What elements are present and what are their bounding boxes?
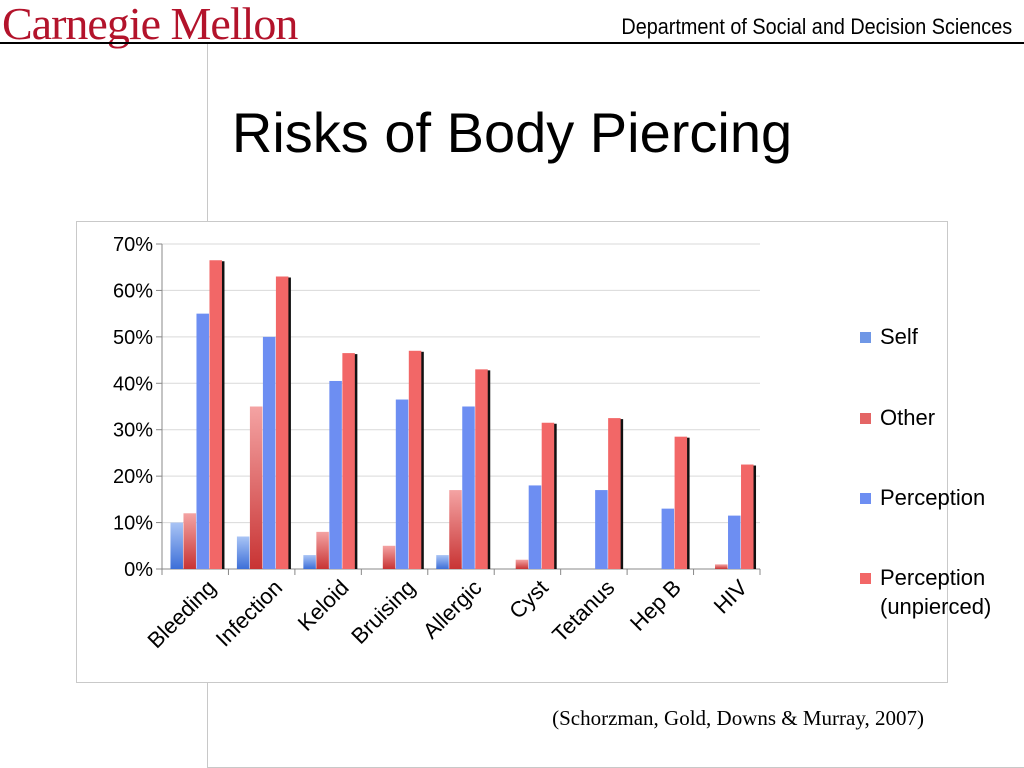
legend-swatch (860, 413, 871, 424)
bar-perception-unpierced (674, 436, 688, 569)
x-category-label: Allergic (418, 575, 487, 644)
slide-title-text: Risks of Body Piercing (231, 101, 793, 164)
legend-label: Perception (880, 485, 986, 510)
legend-swatch (860, 332, 871, 343)
bar-chart: 0% 10% 20% 30% 40% 50% 60% 70% BleedingInfectio… (113, 234, 761, 653)
bar-self (170, 522, 183, 569)
bar-self (436, 555, 449, 569)
bar-perception-unpierced (608, 418, 621, 569)
y-axis-ticks: 0% 10% 20% 30% 40% 50% 60% 70% (113, 234, 761, 581)
bar-other (715, 564, 728, 569)
y-tick-label: 50% (113, 327, 153, 349)
x-category-label: Tetanus (547, 575, 619, 647)
bar-perception (462, 406, 475, 569)
bar-perception-unpierced (209, 260, 222, 569)
x-category-label: Cyst (504, 575, 553, 624)
bar-perception (196, 313, 209, 569)
bar-perception (728, 515, 741, 569)
x-category-label: Hep B (625, 575, 686, 636)
bar-perception (661, 508, 675, 569)
bar-other (449, 490, 462, 569)
bar-other (382, 545, 396, 569)
bar-perception (595, 490, 608, 569)
bar-perception (262, 336, 276, 569)
university-logo: Carnegie Mellon (2, 0, 298, 49)
bar-self (303, 555, 316, 569)
bar-perception (528, 485, 542, 569)
bar-perception-unpierced (275, 276, 289, 569)
x-category-label: HIV (709, 575, 753, 619)
bar-perception-unpierced (741, 464, 754, 569)
bar-perception-unpierced (541, 422, 555, 569)
citation: (Schorzman, Gold, Downs & Murray, 2007) (552, 706, 924, 730)
y-tick-label: 20% (113, 466, 153, 488)
bar-other (515, 559, 529, 569)
chart-container: 0% 10% 20% 30% 40% 50% 60% 70% Bleeding Infectio… (76, 221, 991, 683)
x-category-label: Keloid (293, 575, 354, 636)
bar-self (236, 536, 250, 569)
y-tick-label: 40% (113, 373, 153, 395)
bars (170, 260, 757, 569)
y-tick-label: 60% (113, 280, 153, 302)
legend-label: Other (880, 405, 936, 430)
slide-title: Risks of Body Piercing (0, 100, 1024, 165)
y-tick-label: 10% (113, 513, 153, 535)
legend-swatch (860, 493, 871, 504)
y-tick-label: 70% (113, 234, 153, 256)
legend-label: Self (880, 324, 918, 349)
bar-other (249, 406, 263, 569)
x-category-label: Infection (211, 575, 287, 651)
x-category-label: Bruising (346, 575, 420, 649)
y-tick-label: 0% (124, 559, 153, 581)
department-name: Department of Social and Decision Scienc… (621, 14, 1012, 39)
bar-perception (329, 380, 342, 569)
bar-other (316, 531, 329, 569)
legend-label: Perception (unpierced) (880, 565, 992, 619)
bar-perception-unpierced (408, 350, 422, 569)
y-tick-label: 30% (113, 420, 153, 442)
legend-swatch (860, 573, 871, 584)
bar-perception (395, 399, 409, 569)
x-category-label: Bleeding (143, 575, 221, 653)
header-rule (0, 42, 1024, 44)
bar-other (183, 513, 196, 569)
bar-perception-unpierced (342, 353, 355, 569)
bar-perception-unpierced (475, 369, 488, 569)
